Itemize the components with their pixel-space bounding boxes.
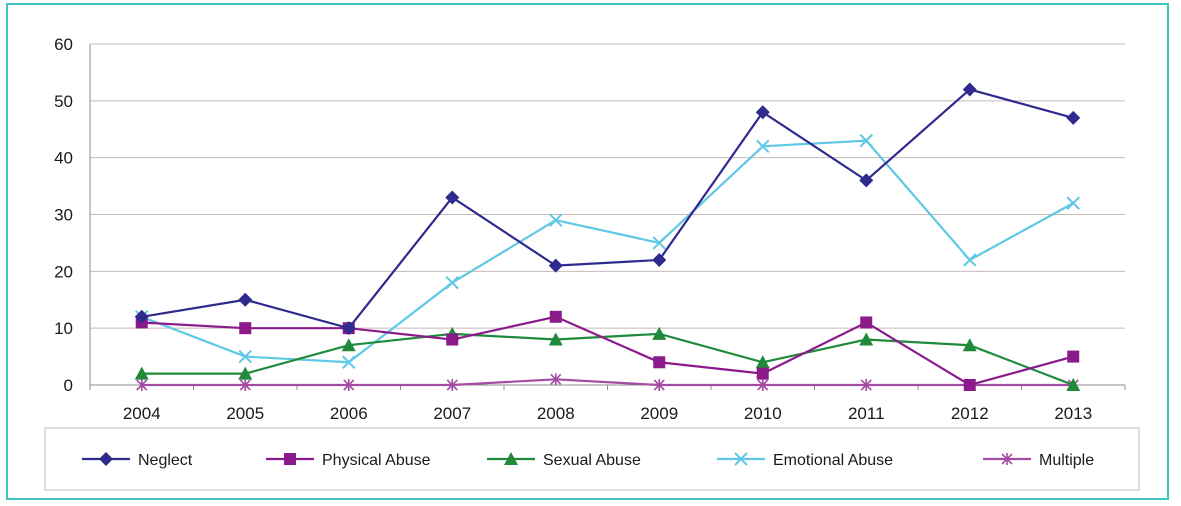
marker-stroke: [756, 139, 770, 154]
marker-stroke: [859, 133, 873, 148]
data-point-physical-abuse: [446, 333, 459, 346]
y-tick-label: 10: [54, 319, 73, 338]
legend-label: Emotional Abuse: [773, 452, 893, 469]
data-point-emotional-abuse: [756, 139, 770, 154]
data-point-neglect: [238, 292, 253, 307]
x-tick-label: 2012: [951, 404, 989, 423]
data-point-neglect: [548, 258, 563, 273]
data-point-sexual-abuse: [548, 332, 563, 346]
marker-stroke: [238, 349, 252, 364]
marker-stroke: [342, 355, 356, 369]
series-layer: [134, 82, 1081, 391]
data-point-sexual-abuse: [755, 355, 770, 369]
legend-item-sexual-abuse: Sexual Abuse: [487, 452, 641, 469]
marker-stroke: [1066, 196, 1080, 210]
series-neglect: [134, 82, 1081, 336]
data-point-emotional-abuse: [342, 355, 356, 369]
x-tick-label: 2007: [433, 404, 471, 423]
marker-stroke: [445, 275, 459, 290]
data-point-physical-abuse: [756, 367, 769, 380]
legend: Neglect Physical Abuse Sexual Abuse Emotion…: [44, 427, 1140, 491]
data-point-emotional-abuse: [652, 236, 666, 250]
data-point-emotional-abuse: [549, 213, 563, 227]
series-physical-abuse: [135, 310, 1080, 391]
data-point-multiple: [446, 379, 458, 391]
data-point-neglect: [652, 252, 667, 267]
data-point-neglect: [859, 173, 874, 188]
data-point-multiple: [757, 379, 769, 391]
data-point-sexual-abuse: [859, 332, 874, 346]
data-point-physical-abuse: [653, 356, 666, 369]
y-tick-label: 20: [54, 262, 73, 281]
y-tick-label: 0: [64, 376, 73, 395]
data-point-physical-abuse: [239, 322, 252, 335]
data-point-emotional-abuse: [445, 275, 459, 290]
data-point-physical-abuse: [1067, 350, 1080, 363]
x-tick-label: 2009: [640, 404, 678, 423]
legend-item-emotional-abuse: Emotional Abuse: [717, 452, 893, 469]
legend-item-physical-abuse: Physical Abuse: [266, 452, 431, 469]
y-tick-label: 30: [54, 206, 73, 225]
legend-box: [44, 427, 1140, 491]
series-line-physical-abuse: [141, 315, 1074, 387]
series-line-neglect: [141, 88, 1074, 330]
legend-marker: [99, 452, 113, 466]
legend-item-multiple: Multiple: [983, 452, 1094, 469]
data-point-multiple: [550, 373, 562, 386]
data-point-sexual-abuse: [1066, 378, 1081, 391]
legend-marker: [734, 452, 748, 466]
data-point-physical-abuse: [860, 316, 873, 329]
marker-stroke: [652, 236, 666, 250]
data-point-sexual-abuse: [238, 366, 253, 380]
data-point-multiple: [239, 379, 251, 391]
x-tick-label: 2011: [848, 404, 885, 423]
data-point-multiple: [136, 379, 148, 391]
data-point-sexual-abuse: [134, 366, 149, 380]
data-point-sexual-abuse: [962, 338, 977, 352]
data-point-neglect: [341, 321, 356, 336]
y-tick-label: 40: [54, 149, 73, 168]
data-point-emotional-abuse: [1066, 196, 1080, 210]
x-tick-label: 2006: [330, 404, 368, 423]
data-point-emotional-abuse: [238, 349, 252, 364]
marker-stroke: [963, 253, 977, 267]
data-point-neglect: [755, 105, 770, 120]
legend-label: Sexual Abuse: [543, 452, 641, 469]
legend-label: Physical Abuse: [322, 452, 431, 469]
data-point-neglect: [1066, 110, 1081, 125]
x-tick-label: 2010: [744, 404, 782, 423]
series-emotional-abuse: [135, 133, 1080, 369]
data-point-physical-abuse: [549, 310, 562, 323]
data-point-neglect: [445, 190, 460, 205]
legend-marker: [284, 453, 296, 465]
data-point-emotional-abuse: [859, 133, 873, 148]
data-point-sexual-abuse: [341, 338, 356, 352]
legend-label: Multiple: [1039, 452, 1094, 469]
y-tick-label: 60: [54, 35, 73, 54]
legend-marker: [1001, 453, 1013, 465]
data-point-multiple: [343, 379, 355, 391]
data-point-emotional-abuse: [963, 253, 977, 267]
series-sexual-abuse: [134, 326, 1081, 391]
x-tick-label: 2013: [1054, 404, 1092, 423]
marker-stroke: [734, 452, 748, 466]
x-tick-label: 2008: [537, 404, 575, 423]
legend-marker: [504, 452, 518, 465]
y-tick-label: 50: [54, 92, 73, 111]
chart-frame: [6, 3, 1169, 500]
data-point-neglect: [134, 309, 149, 324]
series-line-multiple: [141, 378, 1074, 387]
x-tick-label: 2004: [123, 404, 161, 423]
legend-item-neglect: Neglect: [82, 452, 193, 469]
x-tick-label: 2005: [226, 404, 264, 423]
legend-label: Neglect: [138, 452, 193, 469]
series-line-sexual-abuse: [141, 332, 1074, 387]
data-point-neglect: [962, 82, 977, 97]
data-point-sexual-abuse: [652, 326, 667, 340]
data-point-multiple: [653, 379, 665, 391]
marker-stroke: [549, 213, 563, 227]
data-point-multiple: [860, 379, 872, 391]
data-point-physical-abuse: [963, 379, 976, 391]
